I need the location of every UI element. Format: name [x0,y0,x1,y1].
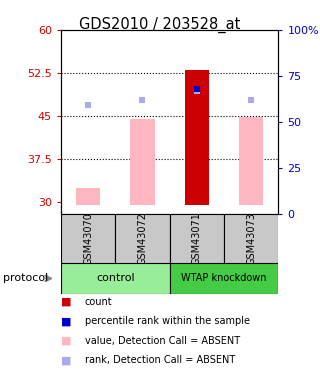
Bar [224,214,278,262]
Text: protocol: protocol [3,273,48,284]
Bar [170,214,224,262]
Bar [239,117,263,205]
Text: percentile rank within the sample: percentile rank within the sample [85,316,250,326]
Text: GSM43073: GSM43073 [246,211,256,265]
Text: ■: ■ [61,297,71,307]
Text: GSM43072: GSM43072 [137,211,148,265]
Bar [61,214,115,262]
Bar [170,262,278,294]
Bar [76,188,100,205]
Bar [61,262,170,294]
Bar [185,70,209,205]
Text: GSM43070: GSM43070 [83,211,93,265]
Text: GDS2010 / 203528_at: GDS2010 / 203528_at [79,17,241,33]
Bar [115,214,170,262]
Text: ■: ■ [61,356,71,365]
Text: WTAP knockdown: WTAP knockdown [181,273,267,284]
Text: ■: ■ [61,336,71,346]
Text: GSM43071: GSM43071 [192,211,202,265]
Text: ■: ■ [61,316,71,326]
Text: count: count [85,297,112,307]
Text: value, Detection Call = ABSENT: value, Detection Call = ABSENT [85,336,240,346]
Text: rank, Detection Call = ABSENT: rank, Detection Call = ABSENT [85,356,235,365]
Text: control: control [96,273,134,284]
Bar [130,119,155,205]
